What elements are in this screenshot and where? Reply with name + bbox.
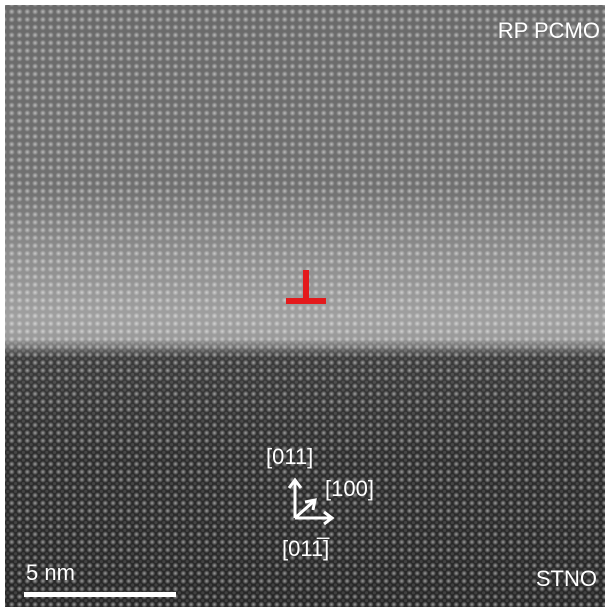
direction-label: [011̅]: [282, 536, 330, 561]
bottom-material-label: STNO: [536, 566, 597, 591]
substrate-lattice: [5, 340, 605, 607]
scale-label: 5 nm: [26, 560, 75, 585]
scale-bar: [24, 592, 176, 597]
direction-label: [011]: [266, 444, 313, 469]
top-material-label: RP PCMO: [498, 18, 600, 43]
direction-label: [100]: [325, 476, 374, 501]
micrograph: RP PCMO STNO 5 nm [011] [100] [011̅]: [0, 0, 610, 612]
